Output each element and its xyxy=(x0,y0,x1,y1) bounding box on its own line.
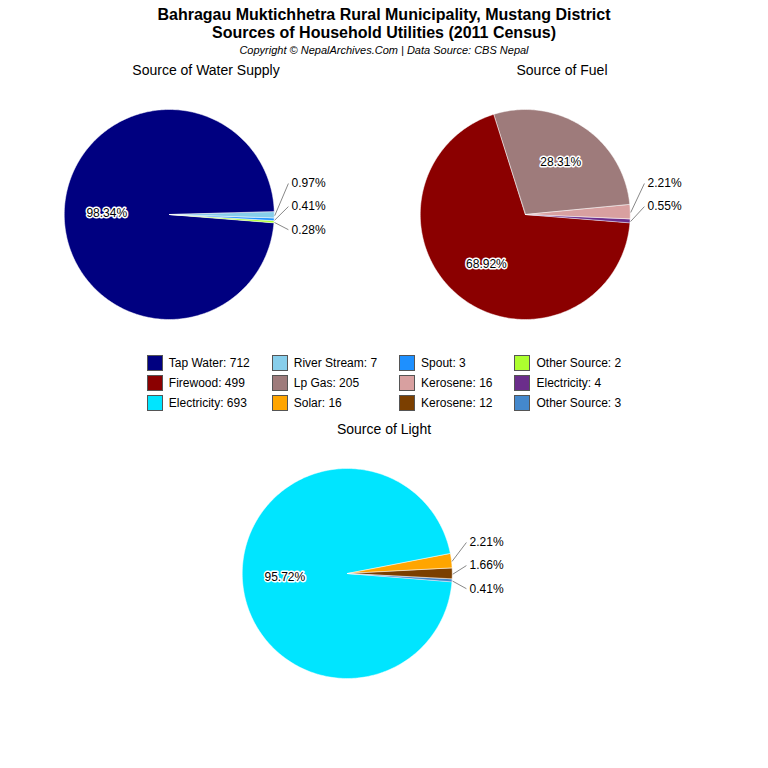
html-text:Electricity: 693: Electricity: 693 xyxy=(168,396,247,410)
html-text:Lp Gas: 205: Lp Gas: 205 xyxy=(293,376,360,390)
svg-text:0.97%: 0.97% xyxy=(292,176,326,190)
svg-text:0.55%: 0.55% xyxy=(648,199,682,213)
html-text:Spout: 3: Spout: 3 xyxy=(421,356,466,370)
svg-text:1.66%: 1.66% xyxy=(470,558,504,572)
html-text:Sources of Household Utilities: Sources of Household Utilities (2011 Cen… xyxy=(212,24,556,41)
svg-text:0.41%: 0.41% xyxy=(292,199,326,213)
svg-text:2.21%: 2.21% xyxy=(470,535,504,549)
svg-text:0.28%: 0.28% xyxy=(292,223,326,237)
html-text:Firewood: 499: Firewood: 499 xyxy=(168,376,245,390)
svg-text:28.31%: 28.31% xyxy=(540,155,581,169)
html-text:Electricity: 4: Electricity: 4 xyxy=(536,376,602,390)
html-text:Source of Light: Source of Light xyxy=(336,421,432,437)
html-text:Kerosene: 16: Kerosene: 16 xyxy=(421,376,493,390)
html-text:Copyright © NepalArchives.Com: Copyright © NepalArchives.Com | Data Sou… xyxy=(239,44,529,56)
html-text:Tap Water: 712: Tap Water: 712 xyxy=(168,356,250,370)
html-text:Bahragau Muktichhetra Rural Mu: Bahragau Muktichhetra Rural Municipality… xyxy=(157,6,611,23)
html-text:Source of Fuel: Source of Fuel xyxy=(516,62,608,78)
svg-text:95.72%: 95.72% xyxy=(264,570,305,584)
svg-text:98.34%: 98.34% xyxy=(86,206,127,220)
svg-text:0.41%: 0.41% xyxy=(470,582,504,596)
svg-text:2.21%: 2.21% xyxy=(648,176,682,190)
html-text:Other Source: 2: Other Source: 2 xyxy=(536,356,622,370)
html-text:Solar: 16: Solar: 16 xyxy=(293,396,342,410)
svg-text:68.92%: 68.92% xyxy=(466,257,507,271)
html-text:Kerosene: 12: Kerosene: 12 xyxy=(421,396,493,410)
html-text:Other Source: 3: Other Source: 3 xyxy=(536,396,622,410)
html-text:Source of Water Supply: Source of Water Supply xyxy=(132,62,280,78)
html-text:River Stream: 7: River Stream: 7 xyxy=(293,356,378,370)
